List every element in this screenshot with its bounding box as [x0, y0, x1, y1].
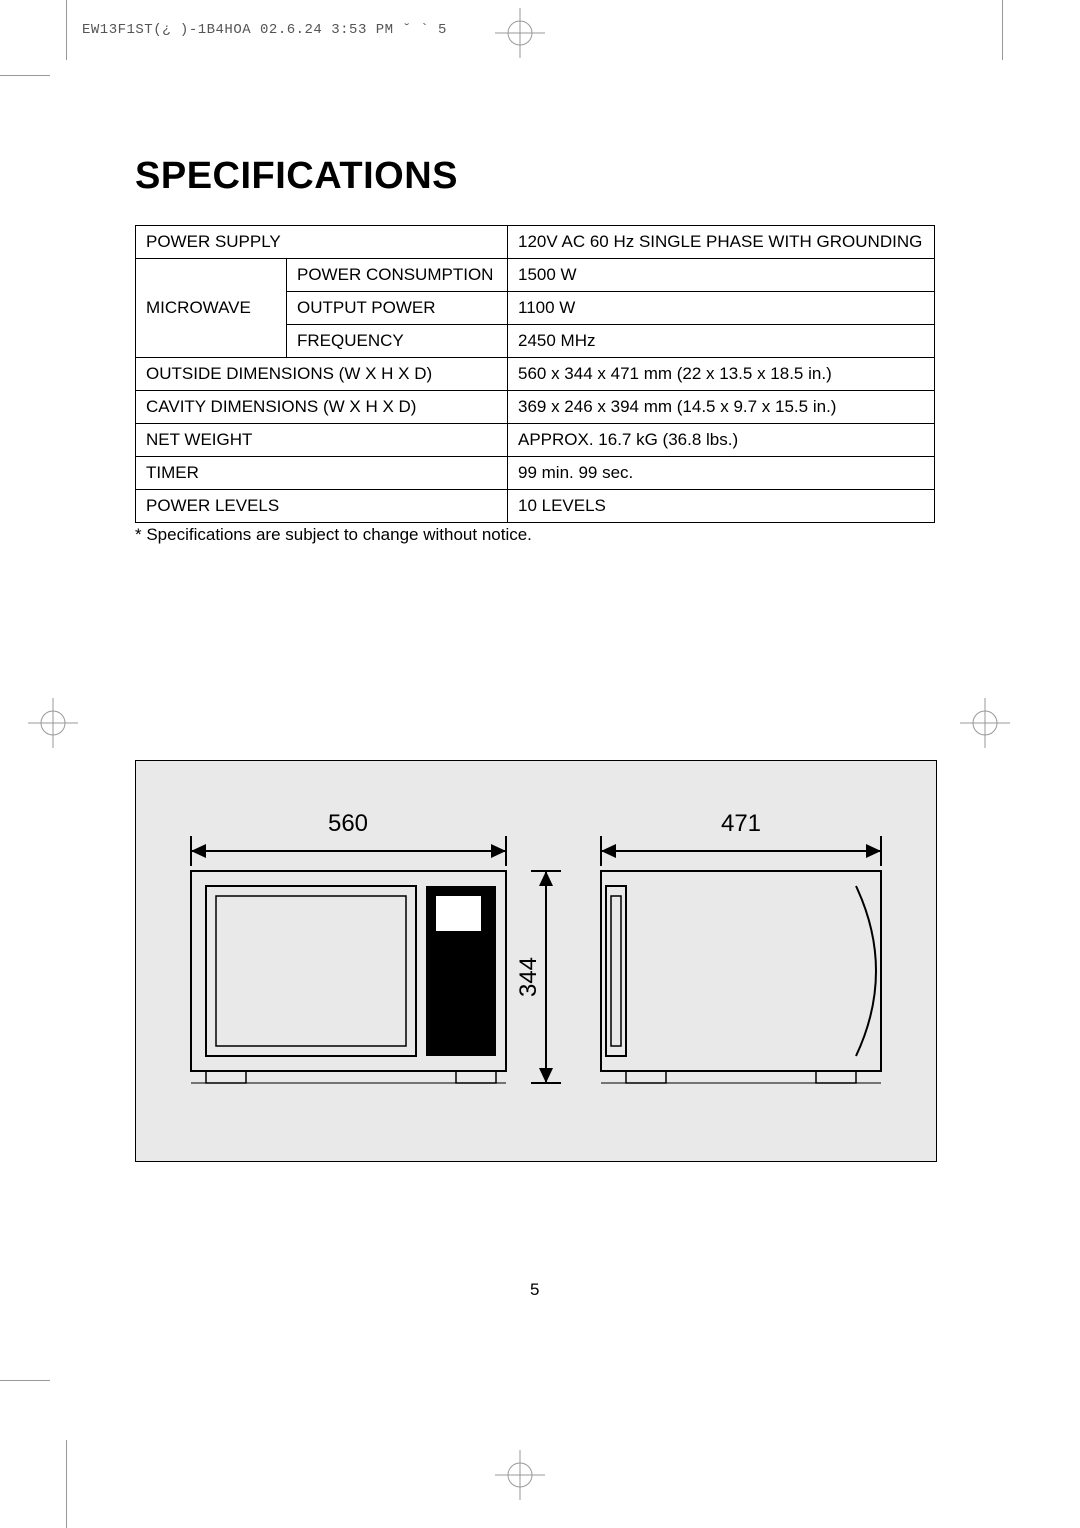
spec-sub: OUTPUT POWER: [287, 292, 508, 325]
spec-label: POWER LEVELS: [136, 490, 508, 523]
spec-value: APPROX. 16.7 kG (36.8 lbs.): [508, 424, 935, 457]
spec-value: 99 min. 99 sec.: [508, 457, 935, 490]
registration-mark-bottom: [495, 1450, 545, 1500]
table-row: OUTSIDE DIMENSIONS (W X H X D) 560 x 344…: [136, 358, 935, 391]
table-row: TIMER 99 min. 99 sec.: [136, 457, 935, 490]
spec-value: 10 LEVELS: [508, 490, 935, 523]
spec-label: OUTSIDE DIMENSIONS (W X H X D): [136, 358, 508, 391]
specifications-table: POWER SUPPLY 120V AC 60 Hz SINGLE PHASE …: [135, 225, 935, 523]
registration-mark-top: [495, 8, 545, 58]
spec-value: 1500 W: [508, 259, 935, 292]
page-number: 5: [530, 1280, 539, 1300]
table-row: MICROWAVE POWER CONSUMPTION 1500 W: [136, 259, 935, 292]
width-dim: 560: [328, 810, 368, 837]
table-row: POWER LEVELS 10 LEVELS: [136, 490, 935, 523]
table-row: CAVITY DIMENSIONS (W X H X D) 369 x 246 …: [136, 391, 935, 424]
spec-value: 1100 W: [508, 292, 935, 325]
registration-mark-right: [960, 698, 1010, 748]
depth-dim: 471: [721, 810, 761, 837]
dimensions-diagram: 560 344 471: [135, 760, 937, 1162]
table-row: POWER SUPPLY 120V AC 60 Hz SINGLE PHASE …: [136, 226, 935, 259]
spec-sub: FREQUENCY: [287, 325, 508, 358]
table-row: NET WEIGHT APPROX. 16.7 kG (36.8 lbs.): [136, 424, 935, 457]
spec-label: CAVITY DIMENSIONS (W X H X D): [136, 391, 508, 424]
header-code: EW13F1ST(¿ )-1B4HOA 02.6.24 3:53 PM ˘ ` …: [82, 22, 447, 38]
spec-sub: POWER CONSUMPTION: [287, 259, 508, 292]
spec-label: NET WEIGHT: [136, 424, 508, 457]
spec-value: 2450 MHz: [508, 325, 935, 358]
spec-label: TIMER: [136, 457, 508, 490]
page-title: SPECIFICATIONS: [135, 155, 458, 198]
spec-value: 560 x 344 x 471 mm (22 x 13.5 x 18.5 in.…: [508, 358, 935, 391]
spec-group: MICROWAVE: [136, 259, 287, 358]
spec-label: POWER SUPPLY: [136, 226, 508, 259]
spec-value: 120V AC 60 Hz SINGLE PHASE WITH GROUNDIN…: [508, 226, 935, 259]
spec-value: 369 x 246 x 394 mm (14.5 x 9.7 x 15.5 in…: [508, 391, 935, 424]
registration-mark-left: [28, 698, 78, 748]
height-dim: 344: [515, 957, 542, 997]
footnote: * Specifications are subject to change w…: [135, 525, 532, 545]
